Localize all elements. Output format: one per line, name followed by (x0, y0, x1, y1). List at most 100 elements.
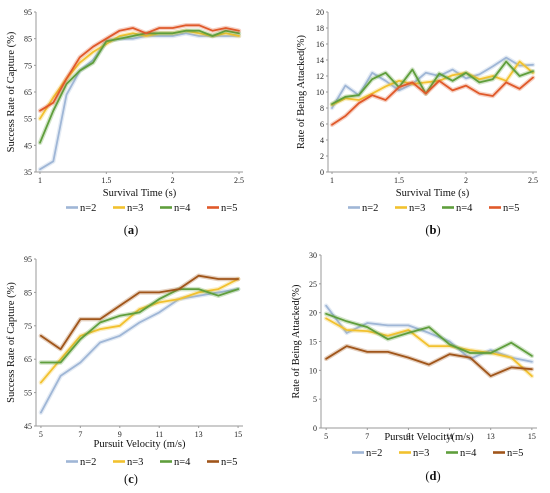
legend: n=2 n=3 n=4 n=5 (66, 203, 237, 214)
x-tick-label: 1.5 (394, 176, 404, 185)
x-axis-label: Pursuit Velocity (m/s) (94, 439, 186, 450)
series-line-n=4 (331, 60, 534, 105)
x-tick-label: 2.5 (528, 176, 538, 185)
legend-label: n=2 (362, 203, 378, 214)
y-tick-label: 85 (24, 288, 32, 297)
y-tick-label: 5 (313, 395, 317, 404)
panel-label-open: ( (425, 223, 429, 237)
legend-label: n=5 (503, 203, 519, 214)
legend-label: n=3 (127, 203, 143, 214)
y-tick-label: 35 (24, 168, 32, 177)
legend-label: n=5 (507, 448, 523, 459)
y-tick-label: 65 (24, 88, 32, 97)
x-tick-label: 11 (446, 432, 454, 441)
series-line-n=4 (40, 288, 240, 364)
x-tick-label: 15 (234, 430, 242, 439)
panel-label-letter: b (430, 223, 437, 237)
y-axis-label: Rate of Being Attacked(%) (296, 35, 307, 150)
series-line-n=5 (325, 345, 533, 378)
y-tick-label: 45 (24, 422, 32, 431)
y-tick-label: 18 (316, 24, 324, 33)
x-tick-label: 15 (528, 432, 536, 441)
legend-label: n=2 (366, 448, 382, 459)
legend-label: n=2 (80, 457, 96, 468)
panel-label: (b) (425, 223, 440, 237)
y-tick-label: 30 (309, 251, 317, 260)
x-tick-label: 5 (39, 430, 43, 439)
x-tick-label: 13 (487, 432, 495, 441)
panel-label: (d) (425, 469, 440, 483)
x-axis-label: Survival Time (s) (103, 188, 177, 199)
y-axis-label: Rate of Being Attacked(%) (291, 284, 302, 399)
y-tick-label: 95 (24, 8, 32, 17)
y-tick-label: 4 (320, 136, 324, 145)
series-line-n=2 (331, 56, 534, 109)
panel-label-letter: c (128, 472, 134, 486)
series-line-n=2 (325, 304, 533, 363)
y-tick-label: 55 (24, 389, 32, 398)
x-tick-label: 1.5 (101, 176, 111, 185)
series-line-n=5 (40, 274, 240, 351)
x-tick-label: 1 (330, 176, 334, 185)
x-tick-label: 9 (118, 430, 122, 439)
legend-label: n=3 (127, 457, 143, 468)
series-line-n=4 (325, 312, 533, 357)
y-tick-label: 55 (24, 115, 32, 124)
y-tick-label: 16 (316, 40, 324, 49)
legend-label: n=4 (174, 203, 191, 214)
y-tick-label: 10 (309, 366, 317, 375)
legend: n=2 n=3 n=4 n=5 (352, 448, 523, 459)
series-line-n=3 (325, 317, 533, 378)
panel-label-close: ) (134, 223, 138, 237)
y-tick-label: 6 (320, 120, 324, 129)
x-tick-label: 11 (155, 430, 163, 439)
series-line-n=4 (39, 29, 240, 144)
series-line-glow (37, 31, 242, 172)
chart-c: 45 55 65 75 85 95 5 7 9 11 13 15 Pursuit Velocity (m… (6, 255, 243, 486)
y-tick-label: 10 (316, 88, 324, 97)
y-tick-label: 85 (24, 35, 32, 44)
y-tick-label: 75 (24, 61, 32, 70)
series-line-n=5 (331, 76, 534, 126)
x-tick-label: 5 (324, 432, 328, 441)
y-tick-label: 20 (309, 309, 317, 318)
legend-label: n=4 (174, 457, 191, 468)
panel-label-letter: d (430, 469, 437, 483)
y-tick-label: 15 (309, 338, 317, 347)
y-tick-label: 45 (24, 141, 32, 150)
y-tick-label: 14 (316, 56, 324, 65)
panel-label-close: ) (134, 472, 138, 486)
y-tick-label: 0 (320, 168, 324, 177)
y-tick-label: 2 (320, 152, 324, 161)
legend-label: n=4 (456, 203, 473, 214)
y-tick-label: 12 (316, 72, 324, 81)
legend: n=2 n=3 n=4 n=5 (66, 457, 237, 468)
panel-label: (a) (124, 223, 139, 237)
series-line-n=2 (39, 32, 240, 171)
x-tick-label: 2 (464, 176, 468, 185)
x-tick-label: 2.5 (234, 176, 244, 185)
panel-label-open: ( (124, 223, 128, 237)
x-tick-label: 13 (195, 430, 203, 439)
panel-label-close: ) (436, 469, 440, 483)
series-line-n=2 (40, 288, 240, 414)
legend-label: n=3 (409, 203, 425, 214)
y-tick-label: 75 (24, 322, 32, 331)
x-tick-label: 9 (406, 432, 410, 441)
chart-a: 35 45 55 65 75 85 95 1 1.5 2 2.5 Survival Time (s) S… (6, 8, 244, 237)
legend: n=2 n=3 n=4 n=5 (348, 203, 519, 214)
y-tick-label: 8 (320, 104, 324, 113)
panel-label-letter: a (128, 223, 135, 237)
y-axis-label: Success Rate of Capture (%) (6, 282, 17, 403)
x-axis-label: Survival Time (s) (396, 188, 470, 199)
legend-label: n=5 (221, 203, 237, 214)
panel-label: (c) (124, 472, 138, 486)
y-axis-label: Success Rate of Capture (%) (6, 31, 17, 152)
series-line-n=5 (39, 24, 240, 112)
legend-label: n=5 (221, 457, 237, 468)
x-tick-label: 7 (78, 430, 82, 439)
y-tick-label: 65 (24, 355, 32, 364)
